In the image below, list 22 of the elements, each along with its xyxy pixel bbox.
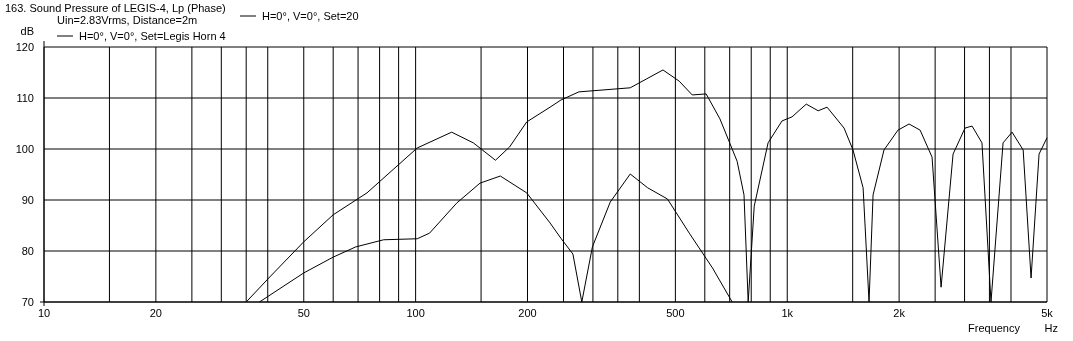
- x-axis-title: Frequency: [968, 322, 1021, 334]
- text: Hz: [1044, 322, 1058, 334]
- x-tick-label: 20: [149, 307, 162, 319]
- legend-label: H=0°, V=0°, Set=20: [262, 10, 359, 22]
- x-tick-label: 2k: [893, 307, 906, 319]
- y-tick-label: 110: [16, 92, 34, 104]
- x-tick-label: 500: [666, 307, 685, 319]
- chart-subtitle: Uin=2.83Vrms, Distance=2m: [57, 14, 198, 26]
- y-tick-label: 80: [21, 245, 34, 257]
- y-tick-label: 100: [15, 143, 34, 155]
- y-tick-label: 70: [21, 296, 34, 308]
- x-tick-label: 50: [297, 307, 310, 319]
- y-tick-label: 90: [21, 194, 34, 206]
- x-tick-label: 100: [406, 307, 425, 319]
- legend-label: H=0°, V=0°, Set=Legis Horn 4: [79, 30, 226, 42]
- x-tick-label: 1k: [781, 307, 794, 319]
- x-tick-label: 10: [37, 307, 51, 319]
- y-tick-label: 120: [15, 41, 34, 53]
- x-tick-label: 200: [518, 307, 537, 319]
- y-axis-title: dB: [20, 25, 34, 37]
- chart-title: 163. Sound Pressure of LEGIS-4, Lp (Phase): [5, 2, 226, 14]
- x-tick-label: 5k: [1041, 307, 1054, 319]
